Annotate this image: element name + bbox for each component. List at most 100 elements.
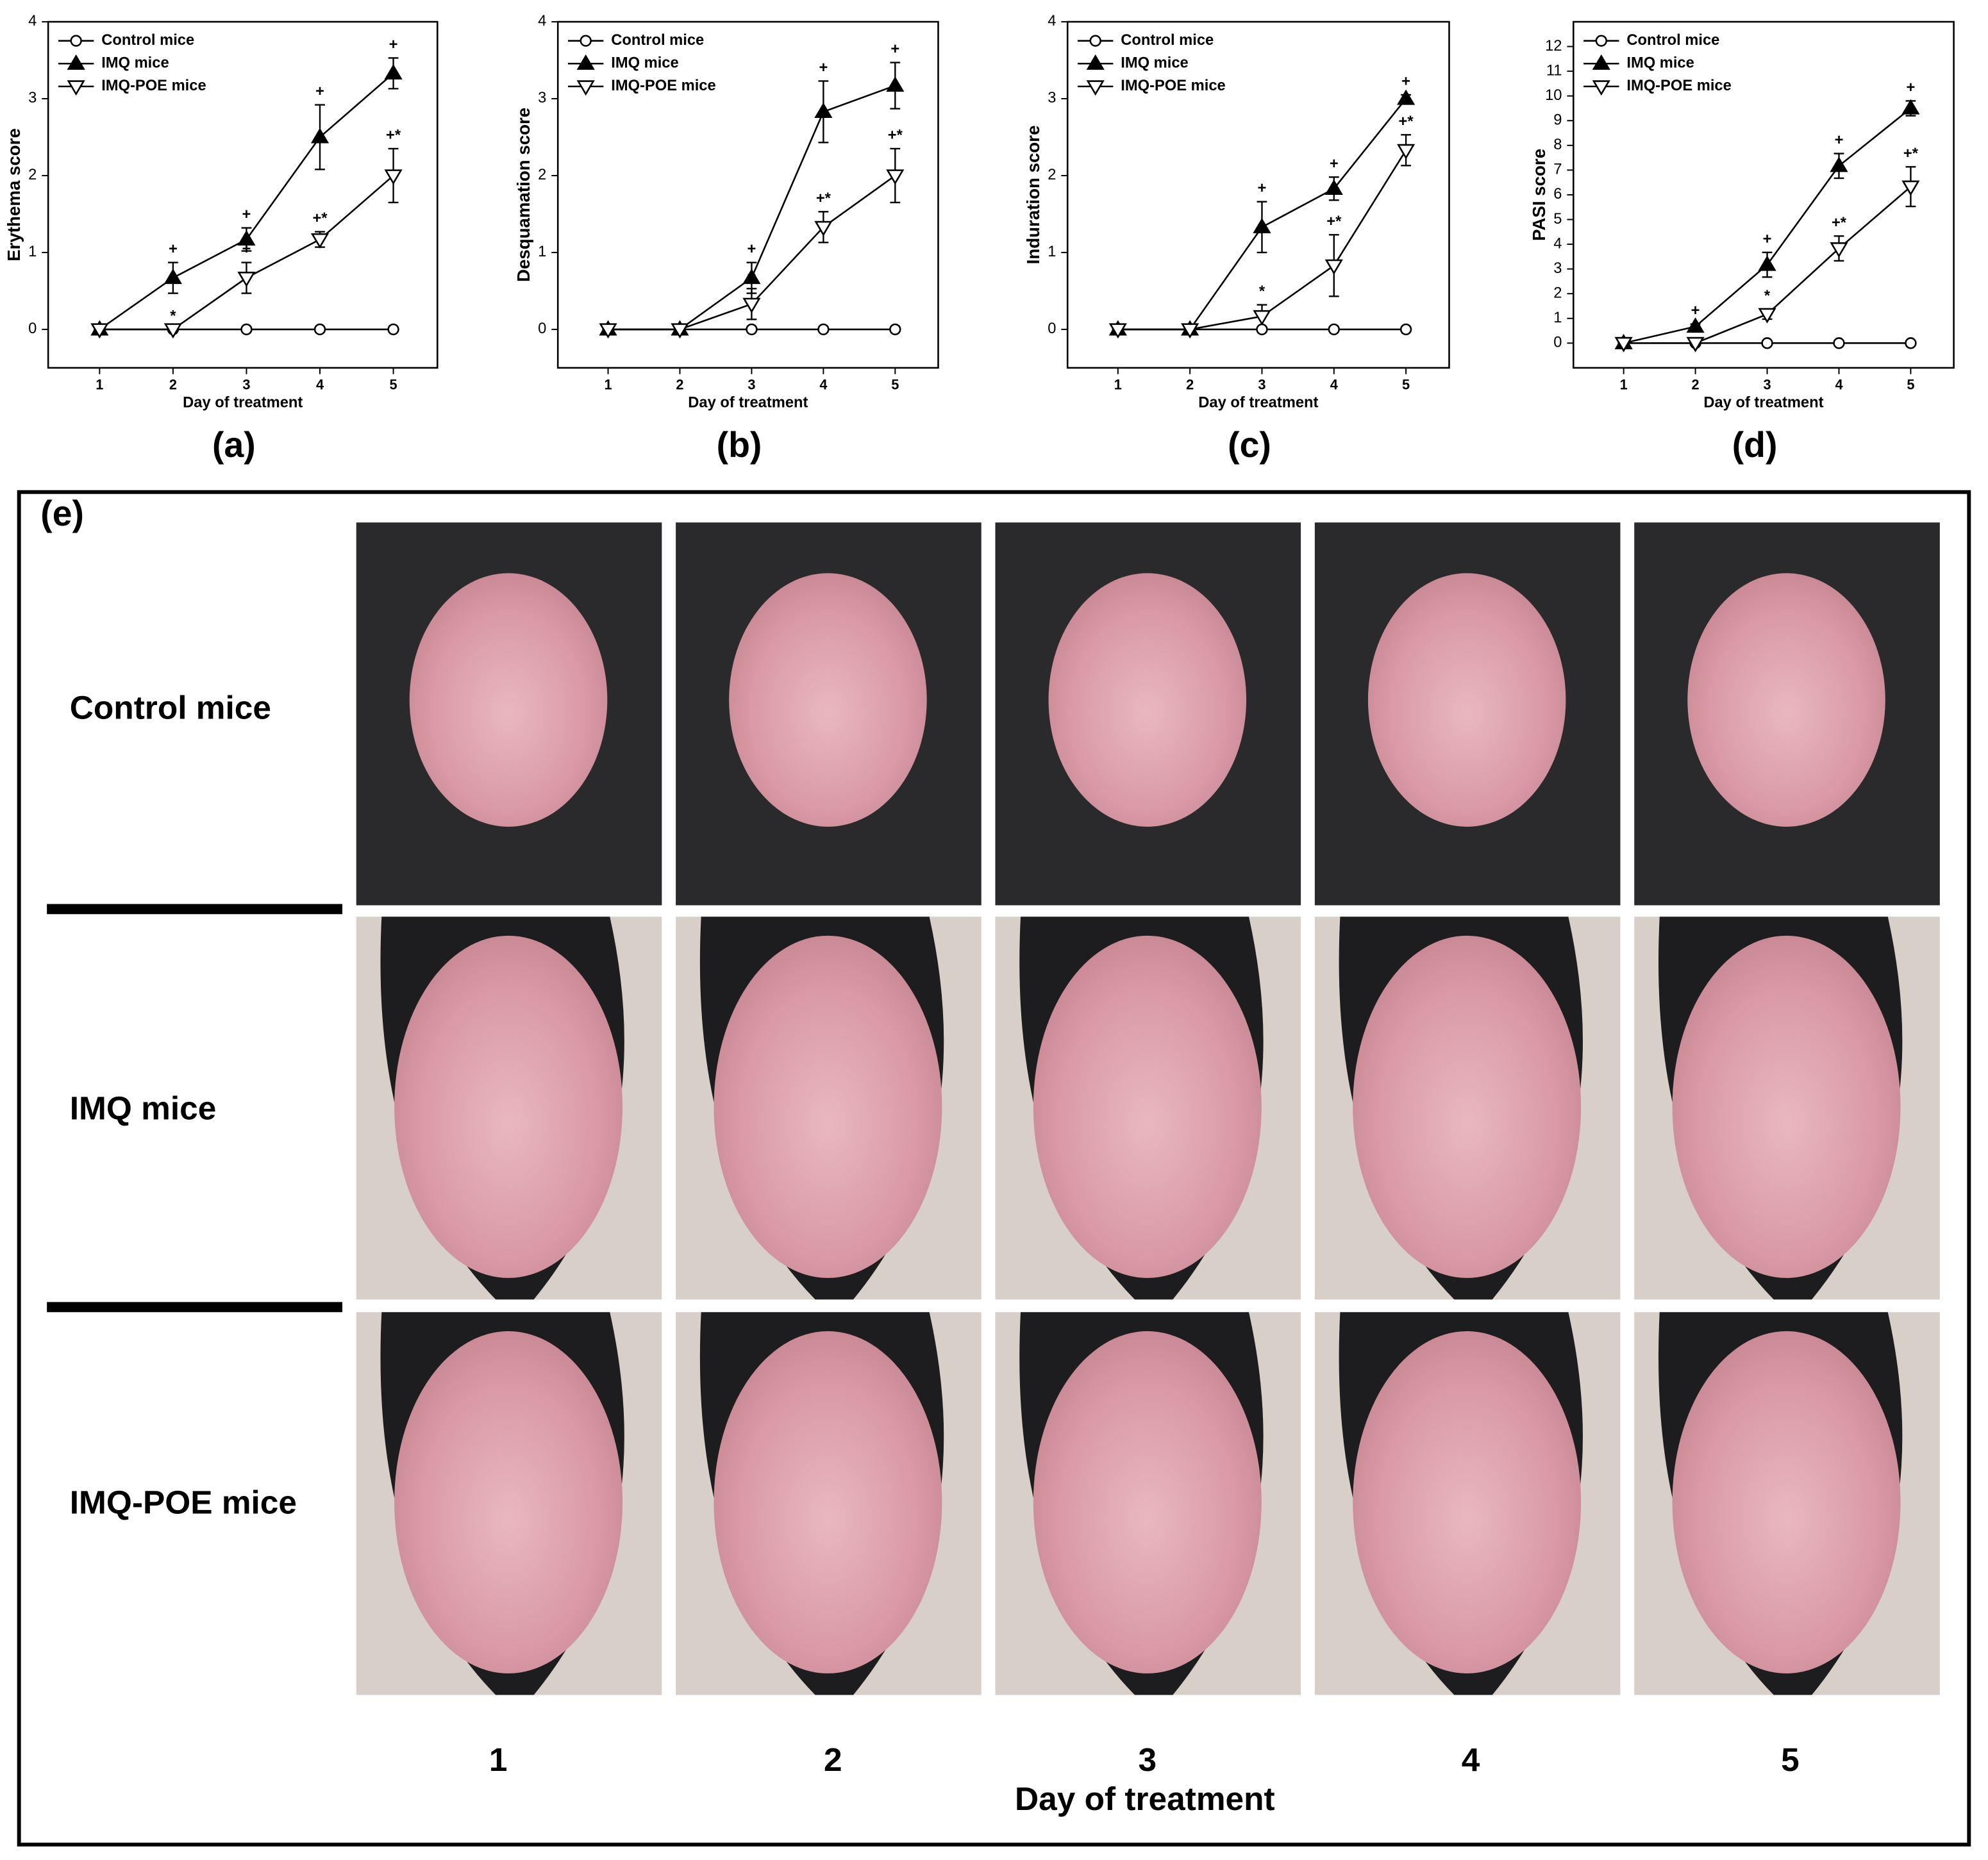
- series-line: [1623, 107, 1912, 344]
- legend-label: IMQ mice: [611, 55, 678, 72]
- marker: [70, 35, 82, 47]
- row-divider: [47, 904, 342, 915]
- row-label: IMQ mice: [70, 1089, 217, 1126]
- marker: [817, 323, 830, 336]
- x-tick-label: 2: [1692, 376, 1700, 392]
- marker: [576, 54, 595, 70]
- photo-skin: [1672, 1331, 1901, 1673]
- photo-grid: [356, 522, 1940, 1695]
- photo-skin: [1033, 935, 1262, 1278]
- photo-skin: [409, 573, 608, 827]
- significance-label: +: [1330, 156, 1339, 172]
- y-tick-label: 2: [1553, 285, 1562, 301]
- legend-label: IMQ-POE mice: [101, 78, 206, 94]
- marker: [1830, 242, 1848, 258]
- y-tick-label: 4: [538, 13, 546, 29]
- significance-label: +*: [312, 210, 328, 227]
- row-divider: [47, 1302, 342, 1313]
- significance-label: +*: [1903, 145, 1919, 162]
- panel-label: (b): [717, 425, 762, 465]
- marker: [163, 323, 183, 339]
- y-axis-title: Desquamation score: [514, 108, 533, 282]
- marker: [1086, 80, 1105, 96]
- photo-skin: [394, 1331, 623, 1673]
- marker: [1086, 54, 1105, 70]
- legend-label: Control mice: [611, 32, 704, 49]
- marker: [1686, 336, 1705, 353]
- marker: [1253, 310, 1271, 326]
- y-tick-label: 4: [1048, 13, 1056, 29]
- significance-label: *: [1764, 288, 1771, 304]
- legend-label: Control mice: [1626, 32, 1719, 49]
- x-axis-title: Day of treatment: [1198, 395, 1318, 411]
- marker: [1901, 180, 1920, 196]
- y-tick-label: 8: [1553, 137, 1562, 153]
- y-tick-label: 4: [28, 13, 37, 29]
- marker: [384, 63, 403, 79]
- panel-label: (a): [212, 425, 256, 465]
- column-label: 5: [1781, 1741, 1800, 1778]
- plot-frame: [47, 21, 439, 369]
- marker: [1686, 317, 1705, 333]
- marker: [576, 80, 595, 96]
- marker: [1399, 323, 1412, 336]
- significance-label: +: [1835, 132, 1844, 149]
- significance-label: +*: [1832, 215, 1847, 231]
- marker: [1592, 54, 1610, 70]
- marker: [1324, 259, 1343, 275]
- significance-label: +: [315, 83, 324, 100]
- y-tick-label: 1: [28, 244, 37, 260]
- significance-label: +: [1691, 303, 1700, 319]
- x-tick-label: 3: [1258, 376, 1265, 392]
- x-tick-label: 1: [1620, 376, 1628, 392]
- marker: [580, 35, 592, 47]
- significance-label: +: [819, 60, 828, 76]
- legend-label: IMQ mice: [1121, 55, 1188, 72]
- y-tick-label: 1: [1048, 244, 1056, 260]
- marker: [889, 323, 901, 336]
- marker: [671, 323, 689, 339]
- marker: [886, 169, 905, 185]
- y-axis-title: PASI score: [1529, 149, 1549, 241]
- photo-skin: [714, 1331, 942, 1673]
- y-tick-label: 7: [1553, 162, 1562, 178]
- marker: [310, 128, 330, 144]
- marker: [67, 80, 85, 96]
- y-tick-label: 5: [1553, 211, 1562, 228]
- significance-label: +: [169, 241, 178, 258]
- marker: [163, 269, 183, 285]
- column-label: 4: [1462, 1741, 1480, 1778]
- marker: [1256, 323, 1268, 336]
- x-tick-label: 3: [748, 376, 755, 392]
- photo-skin: [714, 935, 942, 1278]
- photo-skin: [1033, 1331, 1262, 1673]
- plot-frame: [1066, 21, 1450, 369]
- significance-label: +: [747, 241, 756, 258]
- marker: [1901, 99, 1920, 115]
- photo-skin: [1367, 573, 1566, 827]
- significance-label: +*: [386, 127, 401, 144]
- y-tick-label: 3: [1048, 90, 1056, 106]
- x-tick-label: 2: [1186, 376, 1194, 392]
- x-tick-label: 2: [169, 376, 177, 392]
- significance-label: *: [170, 308, 176, 324]
- y-tick-label: 12: [1545, 38, 1562, 54]
- panel-label: (d): [1732, 425, 1778, 465]
- y-tick-label: 10: [1545, 87, 1562, 104]
- x-tick-label: 4: [316, 376, 324, 392]
- x-tick-label: 4: [819, 376, 827, 392]
- column-label: 1: [489, 1741, 508, 1778]
- marker: [240, 323, 253, 336]
- marker: [310, 233, 330, 249]
- column-label: 2: [824, 1741, 842, 1778]
- marker: [1396, 144, 1416, 160]
- y-tick-label: 0: [1553, 335, 1562, 351]
- significance-label: +: [242, 206, 251, 223]
- y-tick-label: 9: [1553, 112, 1562, 129]
- plot-frame: [556, 21, 939, 369]
- significance-label: +*: [1399, 113, 1414, 130]
- significance-label: +*: [888, 127, 903, 144]
- marker: [599, 323, 617, 339]
- y-tick-label: 0: [538, 320, 546, 337]
